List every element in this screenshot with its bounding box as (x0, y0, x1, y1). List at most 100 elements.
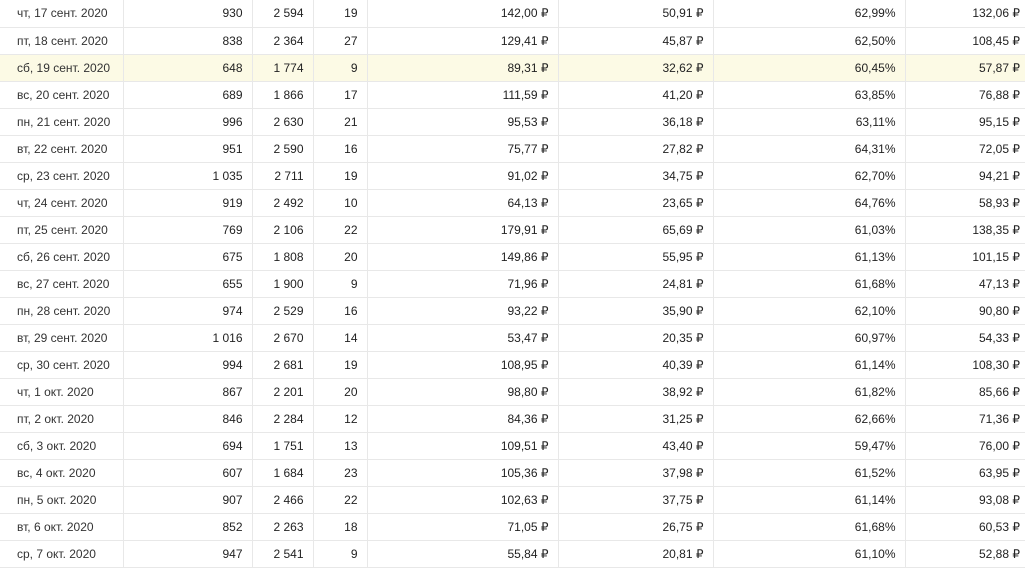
value-cell: 14 (313, 324, 368, 352)
value-cell: 20,81 ₽ (558, 540, 714, 568)
table-row[interactable]: ср, 23 сент. 2020 1 035 2 711 19 91,02 ₽34,7… (0, 162, 1025, 190)
value-cell: 101,15 ₽ (905, 243, 1025, 271)
table-row[interactable]: вс, 4 окт. 2020 607 1 684 23 105,36 ₽37,98 ₽… (0, 459, 1025, 487)
table-row[interactable]: пт, 2 окт. 2020 846 2 284 12 84,36 ₽31,25 ₽6… (0, 405, 1025, 433)
value-cell: 61,14% (713, 351, 906, 379)
date-cell: вс, 4 окт. 2020 (0, 459, 124, 487)
value-cell: 59,47% (713, 432, 906, 460)
table-row[interactable]: пн, 21 сент. 2020 996 2 630 21 95,53 ₽36,18 … (0, 108, 1025, 136)
value-cell: 689 (123, 81, 253, 109)
table-row[interactable]: вс, 20 сент. 2020 689 1 866 17 111,59 ₽41,20… (0, 81, 1025, 109)
value-cell: 37,75 ₽ (558, 486, 714, 514)
value-cell: 23,65 ₽ (558, 189, 714, 217)
value-cell: 34,75 ₽ (558, 162, 714, 190)
value-cell: 108,30 ₽ (905, 351, 1025, 379)
value-cell: 996 (123, 108, 253, 136)
value-cell: 20,35 ₽ (558, 324, 714, 352)
table-row[interactable]: сб, 26 сент. 2020 675 1 808 20 149,86 ₽55,95… (0, 243, 1025, 271)
date-cell: пт, 25 сент. 2020 (0, 216, 124, 244)
value-cell: 65,69 ₽ (558, 216, 714, 244)
value-cell: 64,31% (713, 135, 906, 163)
value-cell: 2 201 (252, 378, 314, 406)
value-cell: 64,13 ₽ (367, 189, 559, 217)
table-row[interactable]: пт, 25 сент. 2020 769 2 106 22 179,91 ₽65,69… (0, 216, 1025, 244)
value-cell: 994 (123, 351, 253, 379)
value-cell: 132,06 ₽ (905, 0, 1025, 28)
value-cell: 62,66% (713, 405, 906, 433)
table-row[interactable]: вт, 29 сент. 2020 1 016 2 670 14 53,47 ₽20,3… (0, 324, 1025, 352)
value-cell: 63,95 ₽ (905, 459, 1025, 487)
value-cell: 129,41 ₽ (367, 27, 559, 55)
value-cell: 45,87 ₽ (558, 27, 714, 55)
date-cell: вт, 22 сент. 2020 (0, 135, 124, 163)
value-cell: 846 (123, 405, 253, 433)
value-cell: 61,10% (713, 540, 906, 568)
value-cell: 852 (123, 513, 253, 541)
value-cell: 63,11% (713, 108, 906, 136)
value-cell: 1 900 (252, 270, 314, 298)
value-cell: 50,91 ₽ (558, 0, 714, 28)
date-cell: пт, 2 окт. 2020 (0, 405, 124, 433)
value-cell: 111,59 ₽ (367, 81, 559, 109)
date-cell: чт, 17 сент. 2020 (0, 0, 124, 28)
table-row[interactable]: вт, 6 окт. 2020 852 2 263 18 71,05 ₽26,75 ₽6… (0, 513, 1025, 541)
value-cell: 57,87 ₽ (905, 54, 1025, 82)
value-cell: 2 670 (252, 324, 314, 352)
table-row[interactable]: чт, 1 окт. 2020 867 2 201 20 98,80 ₽38,92 ₽6… (0, 378, 1025, 406)
value-cell: 61,14% (713, 486, 906, 514)
value-cell: 54,33 ₽ (905, 324, 1025, 352)
value-cell: 23 (313, 459, 368, 487)
value-cell: 2 284 (252, 405, 314, 433)
value-cell: 9 (313, 540, 368, 568)
date-cell: сб, 26 сент. 2020 (0, 243, 124, 271)
table-row[interactable]: чт, 17 сент. 2020 930 2 594 19 142,00 ₽50,91… (0, 0, 1025, 28)
table-row[interactable]: ср, 30 сент. 2020 994 2 681 19 108,95 ₽40,39… (0, 351, 1025, 379)
value-cell: 17 (313, 81, 368, 109)
value-cell: 24,81 ₽ (558, 270, 714, 298)
value-cell: 52,88 ₽ (905, 540, 1025, 568)
value-cell: 47,13 ₽ (905, 270, 1025, 298)
value-cell: 55,95 ₽ (558, 243, 714, 271)
value-cell: 138,35 ₽ (905, 216, 1025, 244)
value-cell: 60,45% (713, 54, 906, 82)
value-cell: 61,68% (713, 270, 906, 298)
value-cell: 2 630 (252, 108, 314, 136)
value-cell: 62,70% (713, 162, 906, 190)
value-cell: 64,76% (713, 189, 906, 217)
value-cell: 27 (313, 27, 368, 55)
table-row[interactable]: вс, 27 сент. 2020 655 1 900 9 71,96 ₽24,81 ₽… (0, 270, 1025, 298)
value-cell: 41,20 ₽ (558, 81, 714, 109)
value-cell: 1 751 (252, 432, 314, 460)
table-row[interactable]: вт, 22 сент. 2020 951 2 590 16 75,77 ₽27,82 … (0, 135, 1025, 163)
table-row[interactable]: сб, 3 окт. 2020 694 1 751 13 109,51 ₽43,40 ₽… (0, 432, 1025, 460)
value-cell: 2 263 (252, 513, 314, 541)
value-cell: 40,39 ₽ (558, 351, 714, 379)
value-cell: 27,82 ₽ (558, 135, 714, 163)
value-cell: 62,50% (713, 27, 906, 55)
value-cell: 62,10% (713, 297, 906, 325)
value-cell: 61,68% (713, 513, 906, 541)
table-row[interactable]: пт, 18 сент. 2020 838 2 364 27 129,41 ₽45,87… (0, 27, 1025, 55)
value-cell: 72,05 ₽ (905, 135, 1025, 163)
value-cell: 9 (313, 270, 368, 298)
table-row[interactable]: чт, 24 сент. 2020 919 2 492 10 64,13 ₽23,65 … (0, 189, 1025, 217)
value-cell: 867 (123, 378, 253, 406)
value-cell: 16 (313, 135, 368, 163)
value-cell: 36,18 ₽ (558, 108, 714, 136)
table-row[interactable]: ср, 7 окт. 2020 947 2 541 9 55,84 ₽20,81 ₽61… (0, 540, 1025, 568)
value-cell: 60,97% (713, 324, 906, 352)
value-cell: 93,08 ₽ (905, 486, 1025, 514)
date-cell: вт, 6 окт. 2020 (0, 513, 124, 541)
value-cell: 19 (313, 0, 368, 28)
table-row[interactable]: сб, 19 сент. 2020 648 1 774 9 89,31 ₽32,62 ₽… (0, 54, 1025, 82)
value-cell: 974 (123, 297, 253, 325)
value-cell: 20 (313, 243, 368, 271)
value-cell: 61,03% (713, 216, 906, 244)
value-cell: 62,99% (713, 0, 906, 28)
table-row[interactable]: пн, 5 окт. 2020 907 2 466 22 102,63 ₽37,75 ₽… (0, 486, 1025, 514)
value-cell: 102,63 ₽ (367, 486, 559, 514)
value-cell: 61,82% (713, 378, 906, 406)
value-cell: 108,45 ₽ (905, 27, 1025, 55)
value-cell: 1 866 (252, 81, 314, 109)
table-row[interactable]: пн, 28 сент. 2020 974 2 529 16 93,22 ₽35,90 … (0, 297, 1025, 325)
